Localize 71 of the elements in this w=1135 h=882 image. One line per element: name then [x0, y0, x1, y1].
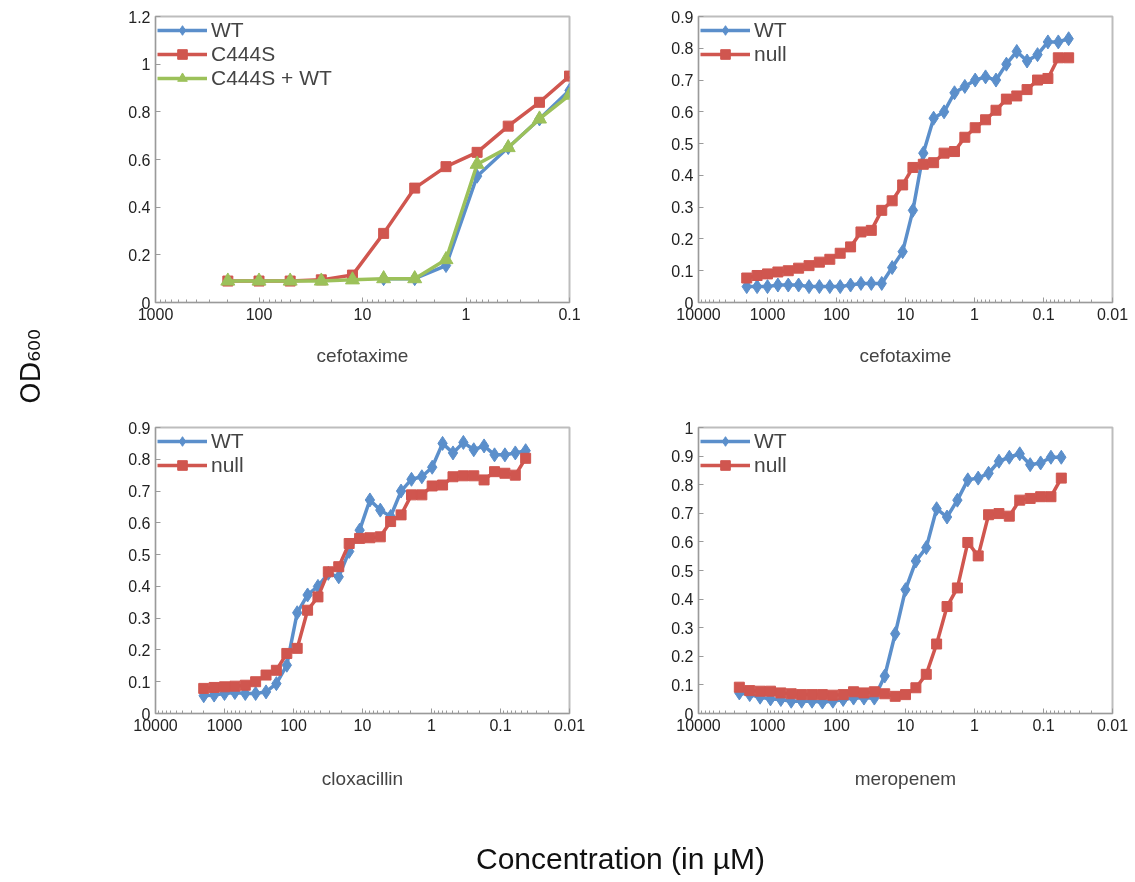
- x-axis-title: meropenem: [854, 767, 957, 789]
- legend-label: WT: [211, 18, 244, 42]
- y-tick-label: 0.2: [671, 648, 694, 666]
- x-tick-label: 100: [823, 716, 850, 734]
- y-tick-label: 0.4: [128, 578, 151, 596]
- y-tick-label: 0.9: [671, 448, 694, 466]
- x-axis-title: cloxacillin: [321, 767, 404, 789]
- y-tick-label: 0.6: [128, 514, 151, 532]
- y-tick-label: 0.8: [128, 451, 151, 469]
- legend-label: null: [211, 453, 244, 477]
- x-tick-label: 0.1: [489, 716, 512, 734]
- x-tick-label: 0.1: [558, 305, 581, 323]
- y-tick-label: 0.5: [671, 135, 694, 153]
- y-tick-label: 1: [684, 419, 694, 437]
- x-tick-label: 10: [896, 716, 915, 734]
- x-tick-label: 100: [823, 305, 850, 323]
- y-tick-label: 0.6: [671, 533, 694, 551]
- x-axis-title: cefotaxime: [859, 344, 952, 366]
- y-tick-label: 0.1: [128, 673, 151, 691]
- x-tick-label: 1000: [749, 305, 786, 323]
- y-tick-label: 0.4: [671, 167, 694, 185]
- y-tick-label: 1.2: [128, 8, 151, 26]
- y-tick-label: 0.5: [128, 546, 151, 564]
- x-tick-label: 100: [280, 716, 307, 734]
- x-tick-label: 1: [970, 716, 980, 734]
- y-tick-label: 0.2: [128, 246, 151, 264]
- legend-label: null: [754, 42, 787, 66]
- x-tick-label: 1: [427, 716, 437, 734]
- legend-label: WT: [754, 429, 787, 453]
- y-tick-label: 0.7: [671, 505, 694, 523]
- legend-label: C444S: [211, 42, 276, 66]
- x-tick-label: 0.1: [1032, 305, 1055, 323]
- y-tick-label: 0.6: [128, 151, 151, 169]
- y-tick-label: 0.8: [671, 40, 694, 58]
- y-tick-label: 0.1: [671, 262, 694, 280]
- x-tick-label: 10: [353, 305, 372, 323]
- x-tick-label: 0.01: [553, 716, 586, 734]
- legend-label: WT: [754, 18, 787, 42]
- x-tick-label: 1000: [206, 716, 243, 734]
- y-tick-label: 0.3: [671, 199, 694, 217]
- y-tick-label: 0.1: [671, 676, 694, 694]
- y-tick-label: 0.9: [671, 8, 694, 26]
- x-tick-label: 0.1: [1032, 716, 1055, 734]
- y-tick-label: 0.5: [671, 562, 694, 580]
- x-axis-title: cefotaxime: [316, 344, 409, 366]
- y-tick-label: 0.9: [128, 419, 151, 437]
- y-tick-label: 0.4: [671, 591, 694, 609]
- y-axis-title: OD₆₀₀: [15, 329, 46, 404]
- x-tick-label: 1: [970, 305, 980, 323]
- y-tick-label: 0.2: [128, 641, 151, 659]
- y-tick-label: 0.8: [128, 103, 151, 121]
- y-tick-label: 0.6: [671, 103, 694, 121]
- text: Concentration (in µM): [475, 842, 766, 875]
- legend-label: null: [754, 453, 787, 477]
- y-tick-label: 0.8: [671, 476, 694, 494]
- y-tick-label: 0.3: [671, 619, 694, 637]
- y-tick-label: 1: [141, 56, 151, 74]
- y-tick-label: 0.3: [128, 610, 151, 628]
- x-tick-label: 10: [353, 716, 372, 734]
- x-tick-label: 1: [461, 305, 471, 323]
- y-tick-label: 0.2: [671, 230, 694, 248]
- legend-label: WT: [211, 429, 244, 453]
- y-tick-label: 0.4: [128, 199, 151, 217]
- x-tick-label: 10: [896, 305, 915, 323]
- x-tick-label: 1000: [749, 716, 786, 734]
- x-tick-label: 0.01: [1096, 305, 1129, 323]
- x-tick-label: 100: [245, 305, 273, 323]
- y-tick-label: 0.7: [128, 483, 151, 501]
- x-tick-label: 0.01: [1096, 716, 1129, 734]
- y-tick-label: 0.7: [671, 72, 694, 90]
- legend-label: C444S + WT: [211, 66, 332, 90]
